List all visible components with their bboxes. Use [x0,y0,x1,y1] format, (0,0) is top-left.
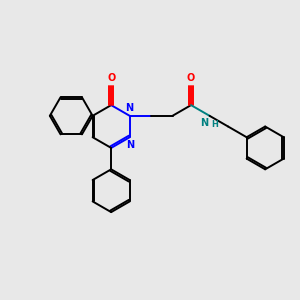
Text: O: O [187,74,195,83]
Text: O: O [107,74,115,83]
Text: N: N [125,103,133,113]
Text: H: H [211,120,218,129]
Text: N: N [126,140,134,150]
Text: N: N [200,118,208,128]
